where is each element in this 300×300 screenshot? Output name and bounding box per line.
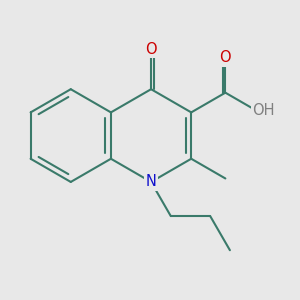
Text: OH: OH xyxy=(253,103,275,118)
Text: N: N xyxy=(146,174,157,189)
Text: O: O xyxy=(145,42,157,57)
Text: O: O xyxy=(220,50,231,65)
